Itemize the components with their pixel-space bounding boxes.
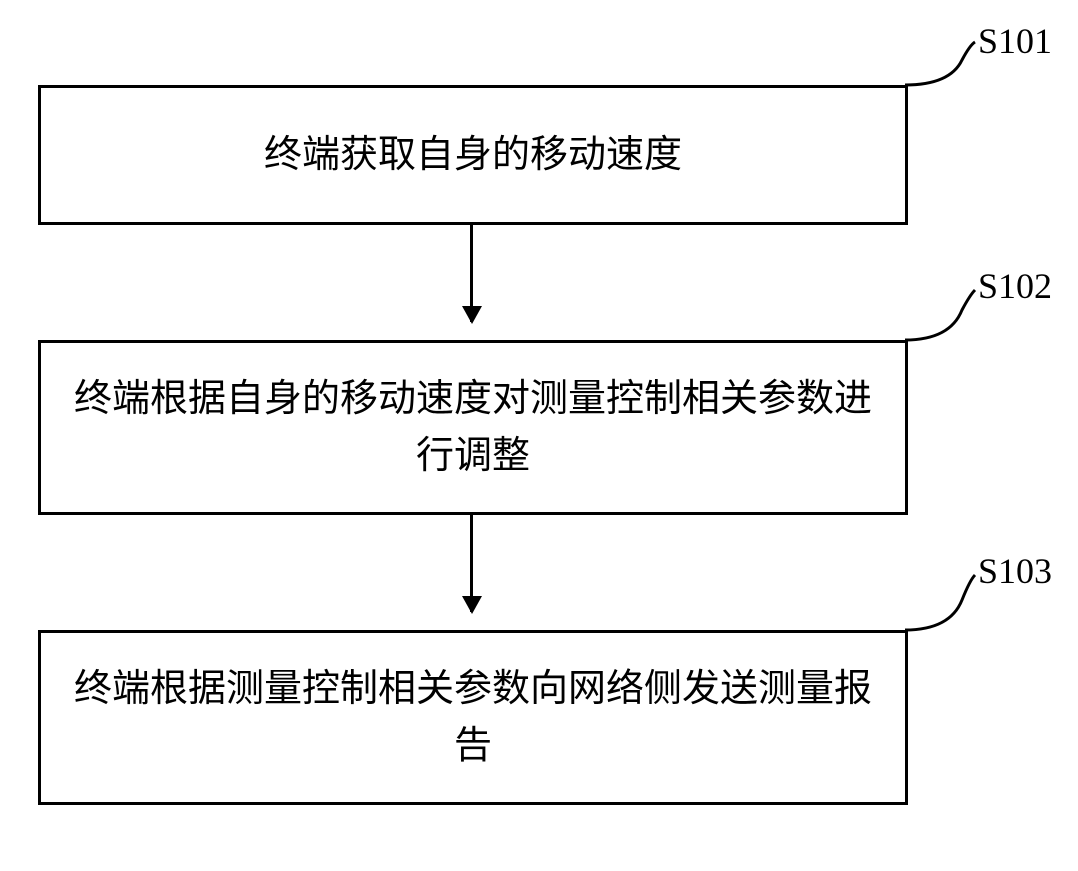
flowchart-container: 终端获取自身的移动速度 S101 终端根据自身的移动速度对测量控制相关参数进行调… (0, 0, 1078, 871)
connector-s103 (0, 0, 1078, 871)
